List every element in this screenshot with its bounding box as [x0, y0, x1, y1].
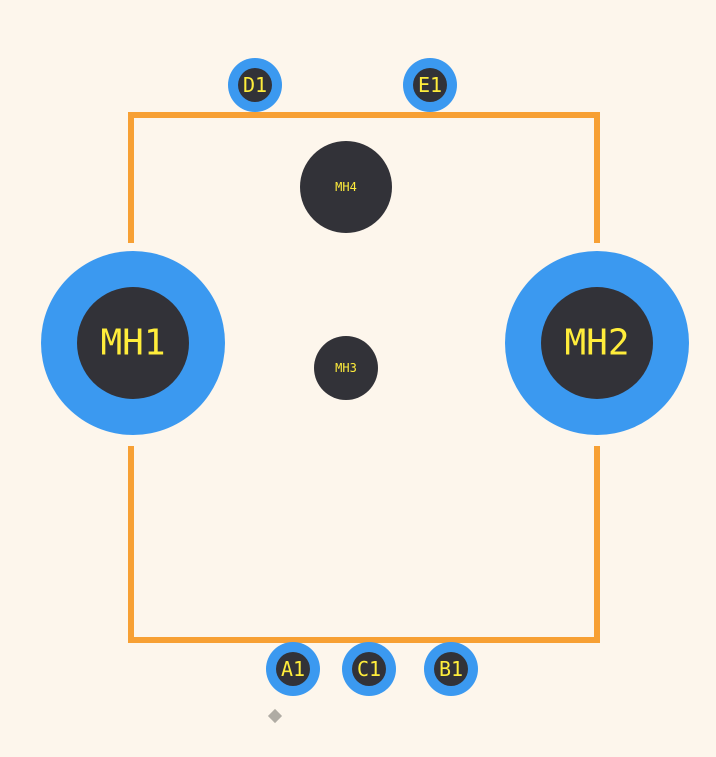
pin1-marker — [268, 709, 282, 723]
pad-label-d1: D1 — [243, 73, 267, 97]
pad-label-a1: A1 — [281, 657, 305, 681]
pad-label-c1: C1 — [357, 657, 381, 681]
silkscreen-segment — [128, 118, 134, 243]
silkscreen-segment — [594, 446, 600, 637]
hole-label-mh3: MH3 — [335, 361, 357, 375]
hole-label-mh4: MH4 — [335, 180, 357, 194]
silkscreen-segment — [128, 112, 600, 118]
pad-label-e1: E1 — [418, 73, 442, 97]
pad-label-mh1: MH1 — [100, 323, 165, 364]
silkscreen-segment — [594, 118, 600, 243]
silkscreen-segment — [128, 446, 134, 637]
pad-label-b1: B1 — [439, 657, 463, 681]
pad-label-mh2: MH2 — [564, 323, 629, 364]
